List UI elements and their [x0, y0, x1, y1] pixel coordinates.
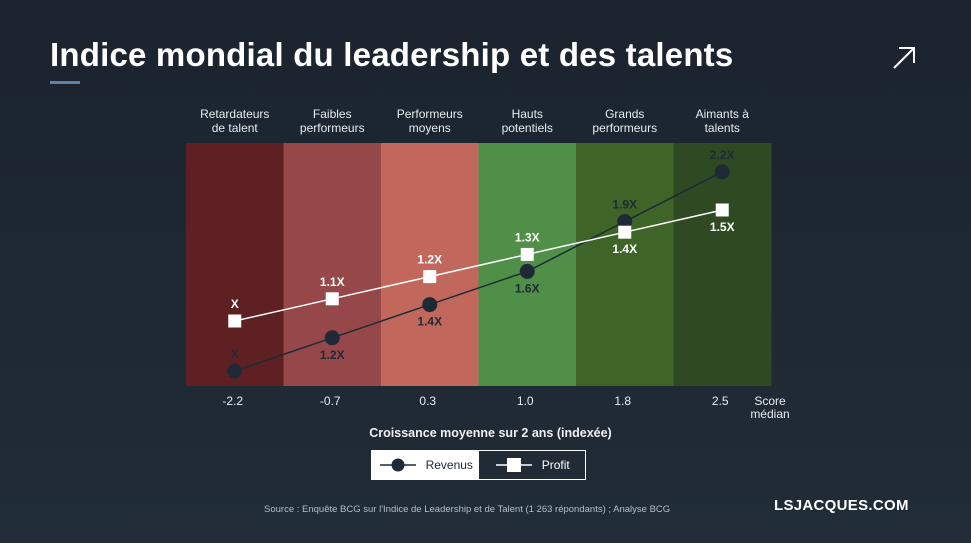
- data-label: 1.3X: [515, 230, 540, 244]
- legend-item-revenus: Revenus: [372, 451, 479, 479]
- legend-label: Revenus: [425, 458, 473, 472]
- data-point: [423, 270, 437, 284]
- legend: Revenus Profit: [371, 450, 586, 480]
- band-4: [576, 143, 674, 386]
- band-1: [283, 143, 382, 386]
- x-tick-label: -0.7: [320, 394, 341, 408]
- data-point: [324, 330, 340, 346]
- legend-item-profit: Profit: [479, 451, 586, 479]
- x-tick-label: -2.2: [222, 394, 243, 408]
- category-label: Aimants à: [696, 107, 750, 121]
- data-label: 1.9X: [612, 198, 637, 212]
- x-unit-label: Score: [754, 394, 786, 408]
- page-title: Indice mondial du leadership et des tale…: [50, 36, 734, 73]
- category-label: performeurs: [300, 121, 365, 135]
- legend-label: Profit: [541, 458, 570, 472]
- square-marker-icon: [495, 458, 532, 472]
- data-label: 1.2X: [320, 348, 345, 362]
- brand-logo: LSJACQUES.COM: [774, 497, 909, 514]
- data-point: [715, 203, 729, 217]
- category-label: potentiels: [502, 121, 553, 135]
- data-label: X: [231, 347, 239, 361]
- band-5: [673, 143, 772, 386]
- category-label: performeurs: [592, 121, 657, 135]
- data-point: [520, 247, 534, 261]
- data-label: 1.5X: [710, 220, 735, 234]
- x-tick-label: 0.3: [419, 394, 436, 408]
- category-label: de talent: [212, 121, 259, 135]
- category-label: Hauts: [512, 107, 543, 121]
- x-tick-label: 2.5: [712, 394, 729, 408]
- category-label: Grands: [605, 107, 644, 121]
- data-label: X: [231, 297, 239, 311]
- data-point: [227, 363, 243, 379]
- data-point: [618, 225, 632, 239]
- data-point: [325, 292, 339, 306]
- x-unit-label: médian: [750, 407, 789, 421]
- data-point: [617, 214, 633, 230]
- category-label: Performeurs: [397, 107, 463, 121]
- x-tick-label: 1.0: [517, 394, 534, 408]
- data-label: 2.2X: [710, 148, 735, 162]
- category-label: talents: [705, 121, 740, 135]
- data-point: [228, 314, 242, 328]
- series-line-profit: [234, 209, 723, 322]
- band-2: [381, 143, 479, 386]
- data-label: 1.2X: [417, 253, 442, 267]
- category-label: Retardateurs: [200, 107, 269, 121]
- x-axis-label: Croissance moyenne sur 2 ans (indexée): [369, 426, 612, 440]
- data-label: 1.4X: [612, 242, 637, 256]
- data-point: [714, 164, 730, 180]
- title-underline: [50, 81, 80, 84]
- data-point: [422, 297, 438, 313]
- category-label: moyens: [409, 121, 451, 135]
- series-line-revenus: [234, 171, 723, 372]
- circle-marker-icon: [379, 458, 416, 472]
- arrow-up-right-icon[interactable]: [891, 45, 917, 71]
- data-label: 1.1X: [320, 275, 345, 289]
- data-label: 1.6X: [515, 281, 540, 295]
- category-label: Faibles: [313, 107, 352, 121]
- data-label: 1.4X: [417, 315, 442, 329]
- source-note: Source : Enquête BCG sur l'Indice de Lea…: [264, 504, 671, 515]
- band-0: [186, 143, 284, 386]
- x-tick-label: 1.8: [614, 394, 631, 408]
- data-point: [519, 263, 535, 279]
